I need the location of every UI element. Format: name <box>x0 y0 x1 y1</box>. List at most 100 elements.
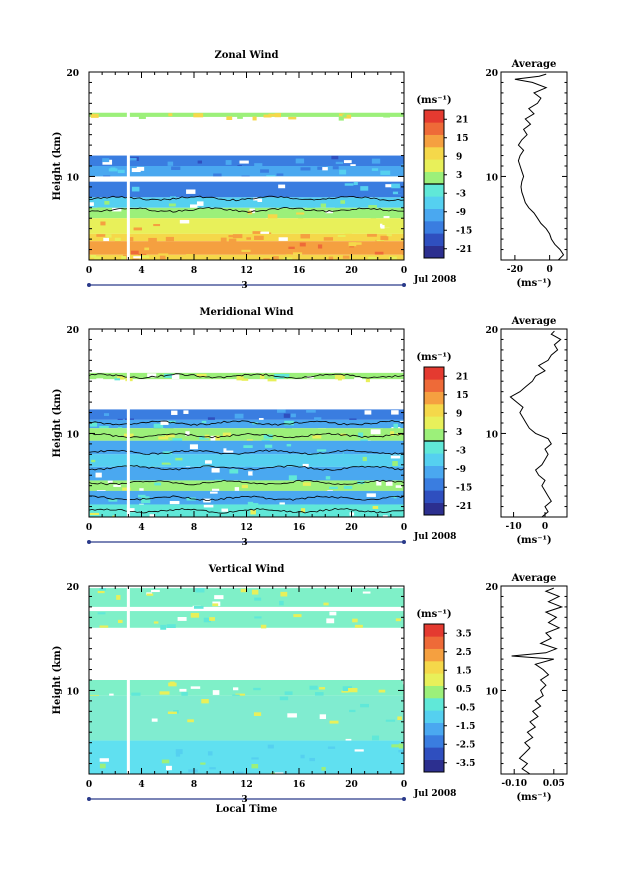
field-band <box>89 419 404 429</box>
field-speckle <box>376 239 385 242</box>
field-speckle <box>186 189 196 194</box>
field-speckle <box>253 687 261 691</box>
colorbar-swatch <box>424 490 444 503</box>
field-speckle <box>208 458 217 462</box>
colorbar-swatch <box>424 453 444 466</box>
colorbar-swatch <box>424 698 444 711</box>
contour-line <box>89 464 404 471</box>
x-tick-label: 0 <box>401 266 407 276</box>
field-speckle <box>169 500 180 505</box>
field-speckle <box>209 617 215 621</box>
field-speckle <box>339 113 345 117</box>
y-tick-label: 20 <box>66 69 79 79</box>
field-speckle <box>110 167 116 170</box>
colorbar-tick-label: -9 <box>456 465 466 475</box>
field-speckle <box>293 614 302 618</box>
field-speckle <box>112 208 122 212</box>
field-speckle <box>398 191 404 195</box>
field-speckle <box>298 216 304 219</box>
field-speckle <box>164 434 175 438</box>
field-speckle <box>200 762 206 765</box>
field-speckle <box>96 234 106 237</box>
y-tick-label: 10 <box>66 687 79 697</box>
field-speckle <box>398 750 404 753</box>
x-tick-label: 0 <box>86 523 92 533</box>
field-speckle <box>288 116 297 120</box>
field-speckle <box>166 624 176 628</box>
colorbar-swatch <box>424 367 444 380</box>
field-speckle <box>89 202 94 206</box>
field-band <box>89 611 404 628</box>
field-speckle <box>254 597 262 601</box>
field-speckle <box>385 184 392 188</box>
x-tick-label: 12 <box>240 780 253 790</box>
field-speckle <box>278 184 286 189</box>
field-speckle <box>89 512 100 516</box>
field-speckle <box>277 409 286 413</box>
colorbar-tick-label: 15 <box>456 391 469 401</box>
field-speckle <box>199 435 209 440</box>
field-band <box>89 181 404 198</box>
field-speckle <box>131 186 140 192</box>
field-speckle <box>309 757 315 762</box>
field-speckle <box>309 685 318 690</box>
field-speckle <box>138 494 146 498</box>
field-speckle <box>257 198 263 203</box>
field-speckle <box>263 434 273 439</box>
date-bar-end <box>402 797 406 801</box>
field-speckle <box>213 435 220 441</box>
field-speckle <box>147 373 157 378</box>
x-axis-label: Local Time <box>216 804 278 815</box>
contour-line <box>89 195 404 202</box>
field-speckle <box>225 160 232 165</box>
y-tick-label: 10 <box>66 173 79 183</box>
field-speckle <box>354 749 364 752</box>
field-speckle <box>165 765 172 771</box>
field-speckle <box>370 214 377 220</box>
field-speckle <box>247 501 254 507</box>
field-speckle <box>322 167 328 171</box>
field-speckle <box>364 410 372 415</box>
colorbar-tick-label: -15 <box>456 483 472 493</box>
field-speckle <box>196 201 204 206</box>
field-speckle <box>402 680 404 685</box>
field-speckle <box>338 116 344 121</box>
field-speckle <box>382 424 390 429</box>
field-speckle <box>299 242 306 247</box>
average-y-tick-label: 20 <box>485 326 498 336</box>
field-speckle <box>279 696 289 701</box>
field-speckle <box>99 625 109 628</box>
field-speckle <box>263 114 272 118</box>
field-speckle <box>288 475 297 481</box>
field-speckle <box>290 413 296 418</box>
field-speckle <box>351 242 362 245</box>
colorbar-swatch <box>424 636 444 649</box>
field-speckle <box>365 378 370 383</box>
field-speckle <box>337 378 342 381</box>
field-speckle <box>392 461 398 466</box>
field-speckle <box>323 602 329 606</box>
field-speckle <box>342 114 352 119</box>
average-profile-line <box>509 330 562 518</box>
field-speckle <box>151 718 158 722</box>
field-speckle <box>167 161 174 166</box>
field-speckle <box>167 711 177 714</box>
field-speckle <box>148 237 157 243</box>
field-speckle <box>97 612 106 615</box>
field-speckle <box>114 378 121 381</box>
field-speckle <box>323 237 334 241</box>
x-tick-label: 12 <box>240 523 253 533</box>
field-band <box>89 241 404 255</box>
field-speckle <box>131 692 141 698</box>
field-band <box>89 490 404 505</box>
field-speckle <box>236 771 244 774</box>
field-speckle <box>276 173 284 176</box>
field-speckle <box>254 201 260 206</box>
colorbar-swatch <box>424 245 444 259</box>
average-x-tick-label: -0.10 <box>501 779 527 789</box>
field-speckle <box>278 237 288 241</box>
field-speckle <box>212 488 220 492</box>
field-speckle <box>130 250 139 255</box>
field-speckle <box>354 624 363 628</box>
